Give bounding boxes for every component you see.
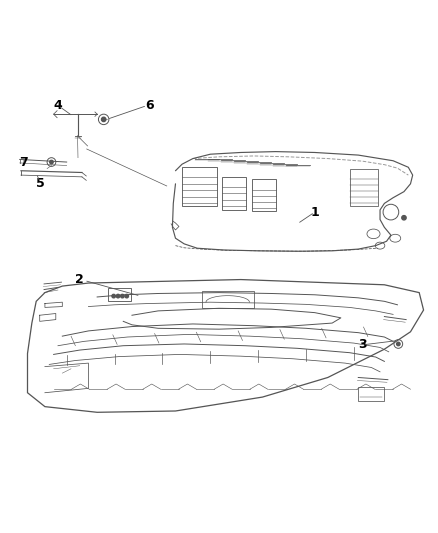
Circle shape bbox=[120, 294, 124, 298]
Circle shape bbox=[396, 342, 400, 346]
Circle shape bbox=[112, 294, 116, 298]
Text: 4: 4 bbox=[53, 99, 62, 112]
Text: 1: 1 bbox=[311, 206, 319, 219]
Circle shape bbox=[402, 215, 406, 220]
Text: 6: 6 bbox=[145, 99, 154, 112]
Text: 5: 5 bbox=[36, 177, 45, 190]
Circle shape bbox=[102, 117, 106, 122]
Text: 3: 3 bbox=[358, 338, 367, 351]
Circle shape bbox=[116, 294, 120, 298]
Text: 7: 7 bbox=[19, 156, 28, 168]
Circle shape bbox=[49, 160, 53, 164]
Circle shape bbox=[125, 294, 128, 298]
Text: 2: 2 bbox=[75, 273, 84, 286]
